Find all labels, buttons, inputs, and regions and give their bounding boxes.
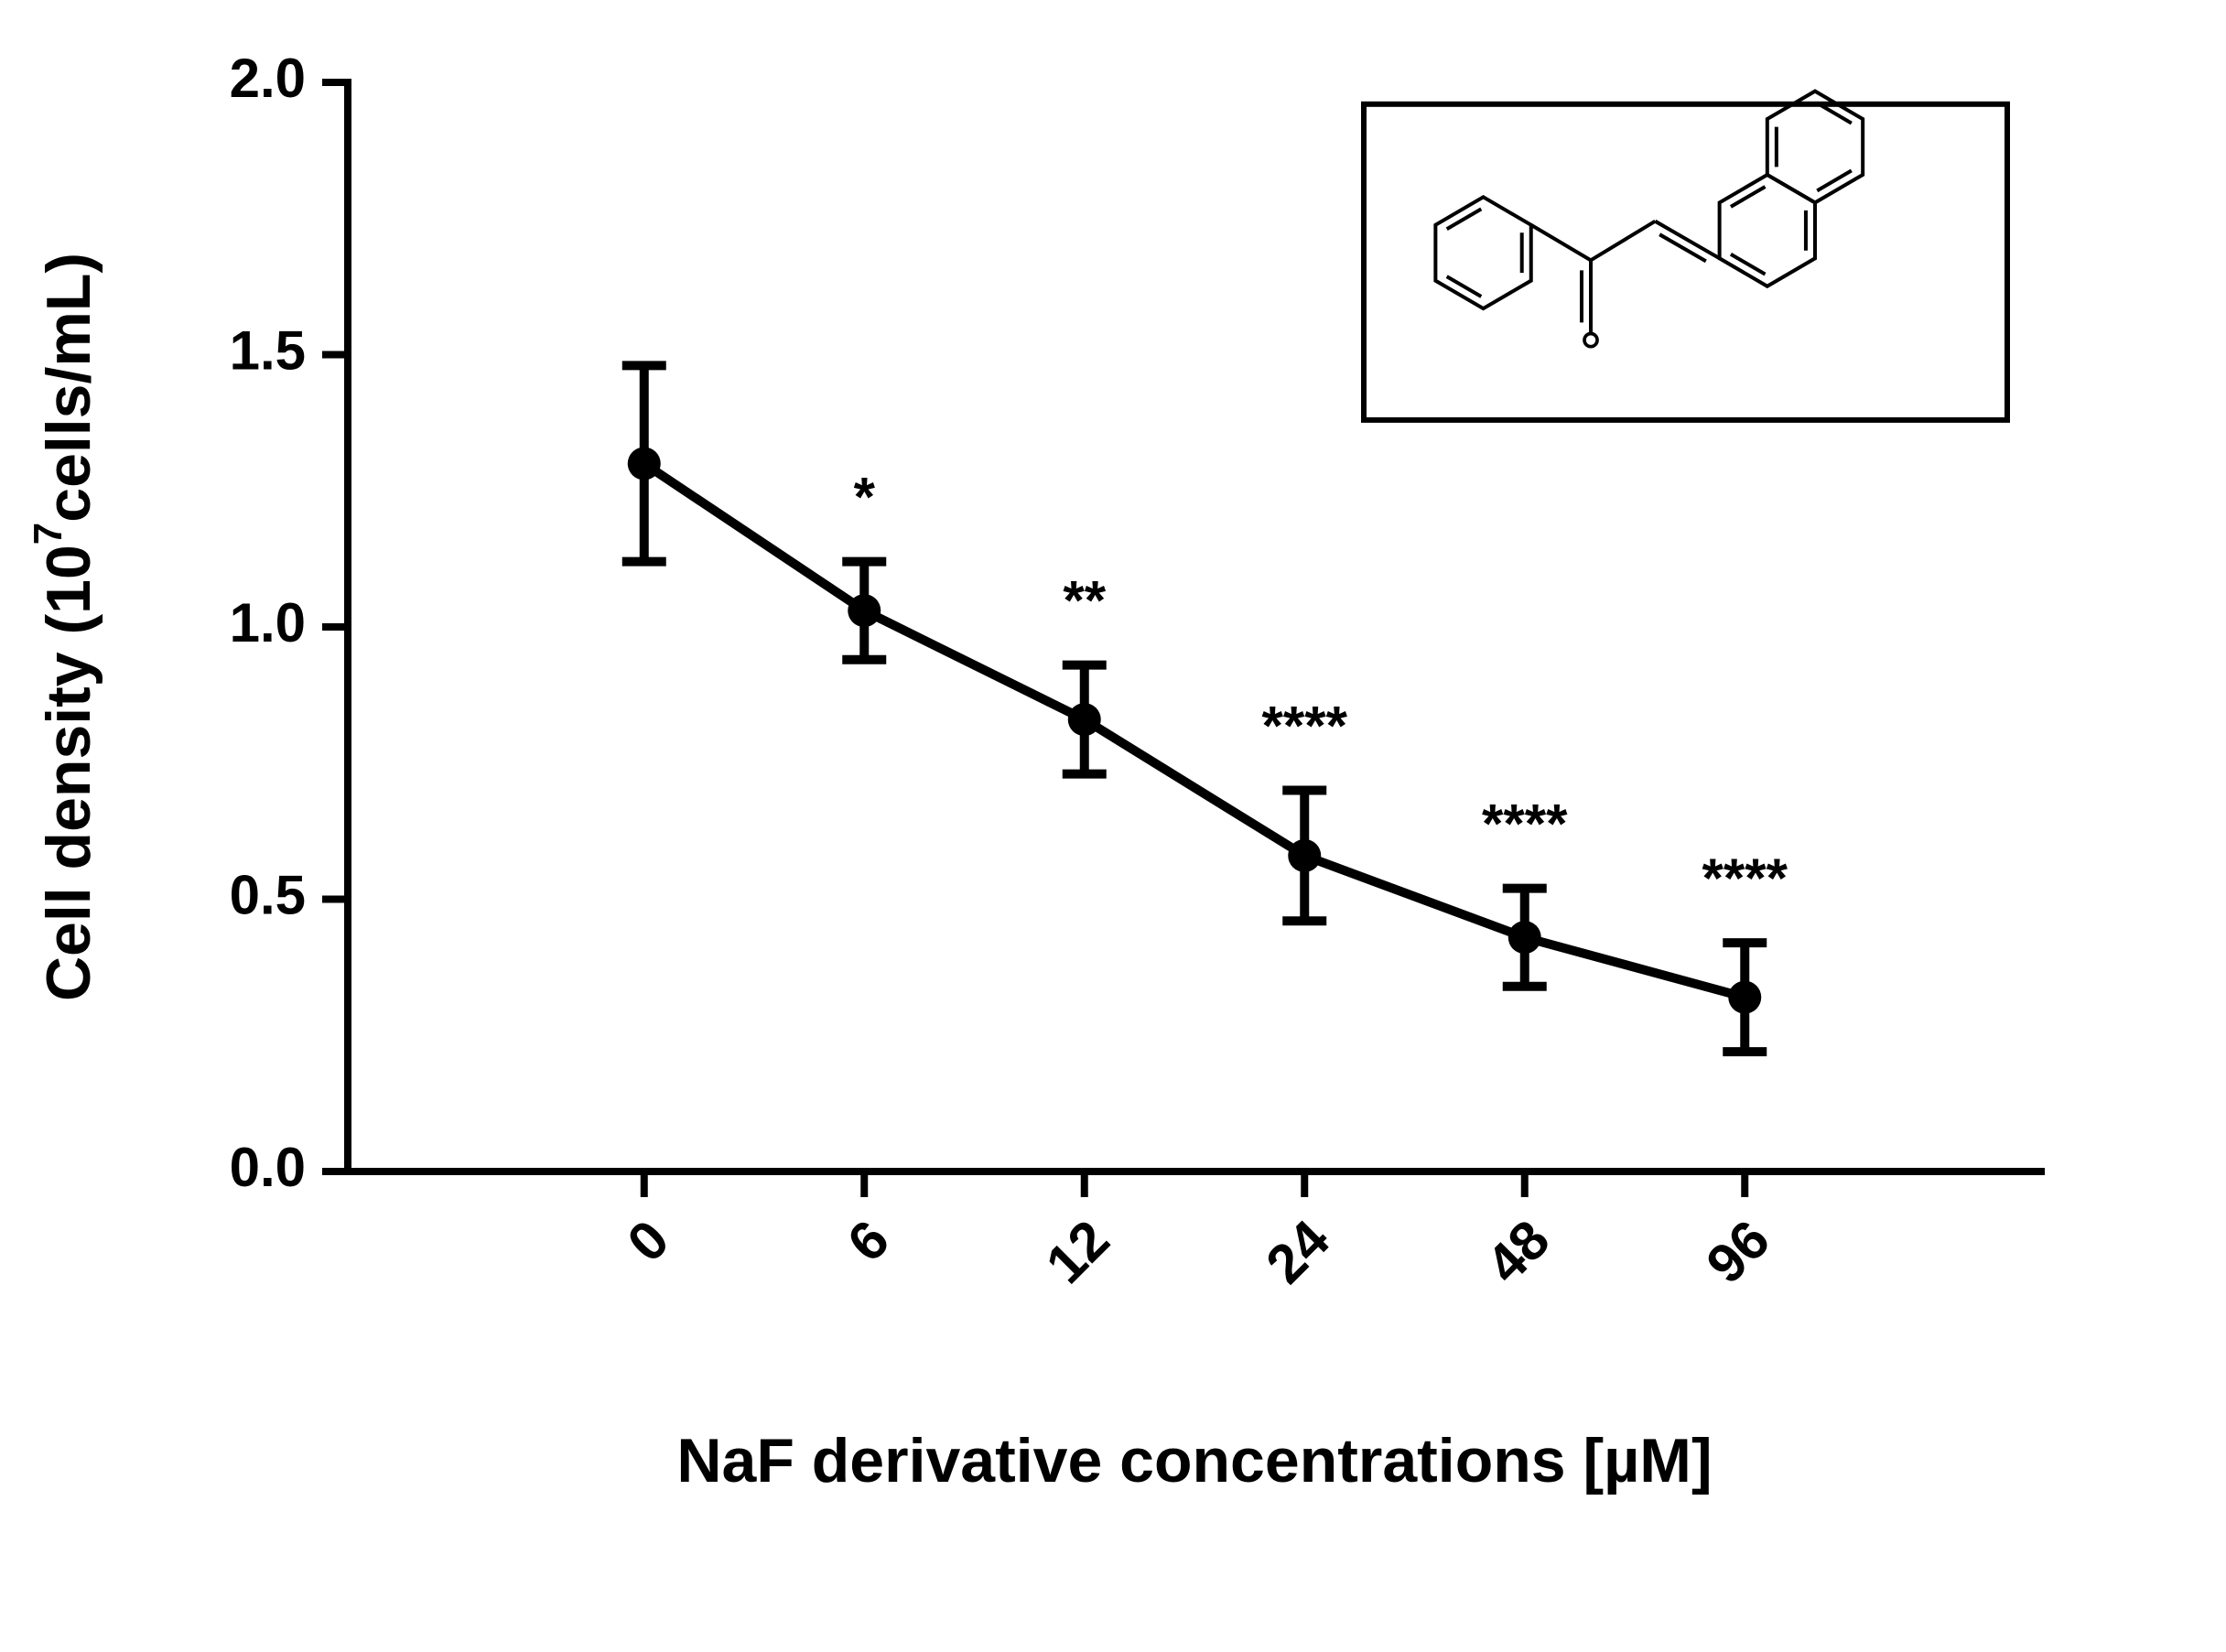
y-tick-label: 2.0 [230, 48, 306, 109]
svg-text:Cell density (107cells/mL): Cell density (107cells/mL) [26, 253, 103, 1001]
x-tick-label: 0 [616, 1208, 681, 1273]
x-axis-label: NaF derivative concentrations [µM] [676, 1426, 1712, 1495]
significance-label: **** [1482, 794, 1568, 855]
y-tick-label: 0.5 [230, 864, 306, 925]
data-marker [1288, 839, 1321, 872]
significance-label: ** [1063, 570, 1106, 632]
series-line [644, 464, 1745, 998]
y-tick-label: 1.0 [230, 592, 306, 653]
x-tick-label: 96 [1694, 1208, 1781, 1295]
data-marker [628, 448, 661, 480]
x-tick-label: 12 [1034, 1208, 1121, 1295]
x-tick-label: 48 [1475, 1208, 1561, 1295]
data-marker [1728, 981, 1761, 1014]
y-axis-label: Cell density (107cells/mL) [26, 253, 103, 1001]
data-marker [1068, 703, 1101, 736]
x-tick-label: 6 [836, 1208, 901, 1273]
x-tick-label: 24 [1254, 1208, 1341, 1295]
significance-label: **** [1702, 848, 1788, 909]
significance-label: * [854, 467, 876, 528]
data-marker [848, 594, 881, 627]
inset-box [1364, 104, 2007, 420]
y-tick-label: 1.5 [230, 319, 306, 381]
significance-label: **** [1262, 696, 1348, 757]
data-marker [1508, 921, 1541, 954]
y-tick-label: 0.0 [230, 1137, 306, 1198]
